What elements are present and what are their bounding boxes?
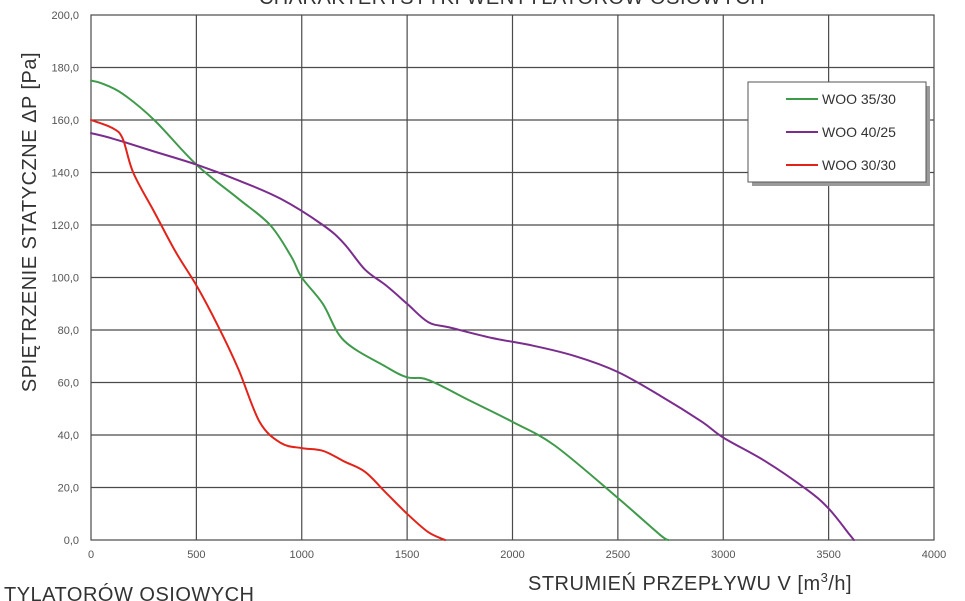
x-tick-label: 2000 — [500, 549, 524, 561]
y-tick-label: 180,0 — [51, 63, 79, 75]
series-line-woo-30-30 — [90, 119, 447, 541]
legend-label-woo-30-30: WOO 30/30 — [822, 157, 896, 173]
x-axis-label: STRUMIEŃ PRZEPŁYWU V [m3/h] — [528, 570, 852, 595]
y-tick-label: 100,0 — [51, 273, 79, 285]
x-tick-labels: 0 500 1000 1500 2000 2500 3000 3500 4000 — [88, 549, 946, 561]
x-tick-label: 1500 — [395, 549, 419, 561]
y-tick-label: 140,0 — [51, 168, 79, 180]
legend-label-woo-35-30: WOO 35/30 — [822, 91, 896, 107]
x-tick-label: 3000 — [711, 549, 735, 561]
chart-title: CHARAKTERYSTYKI WENTYLATORÓW OSIOWYCH — [259, 0, 765, 9]
x-tick-label: 4000 — [922, 549, 946, 561]
x-tick-label: 500 — [187, 549, 205, 561]
y-tick-label: 0,0 — [64, 535, 79, 547]
series-line-woo-35-30 — [90, 79, 670, 541]
series-line-woo-40-25 — [90, 132, 855, 541]
series-lines — [90, 79, 855, 541]
bottom-caption: TYLATORÓW OSIOWYCH — [4, 583, 255, 601]
legend: WOO 35/30 WOO 40/25 WOO 30/30 — [747, 81, 930, 186]
y-tick-label: 60,0 — [58, 378, 79, 390]
x-tick-label: 2500 — [606, 549, 630, 561]
y-tick-label: 160,0 — [51, 115, 79, 127]
plot-frame — [90, 14, 935, 541]
x-tick-label: 0 — [88, 549, 94, 561]
y-tick-label: 120,0 — [51, 220, 79, 232]
legend-box — [747, 81, 927, 183]
y-tick-label: 80,0 — [58, 325, 79, 337]
legend-label-woo-40-25: WOO 40/25 — [822, 124, 896, 140]
x-tick-label: 3500 — [816, 549, 840, 561]
y-axis-label: SPIĘTRZENIE STATYCZNE ΔP [Pa] — [19, 52, 41, 392]
y-tick-label: 20,0 — [58, 483, 79, 495]
y-tick-label: 40,0 — [58, 430, 79, 442]
x-tick-label: 1000 — [290, 549, 314, 561]
y-tick-label: 200,0 — [51, 10, 79, 22]
y-tick-labels: 0,0 20,0 40,0 60,0 80,0 100,0 120,0 140,0 160,0 1… — [51, 10, 79, 547]
